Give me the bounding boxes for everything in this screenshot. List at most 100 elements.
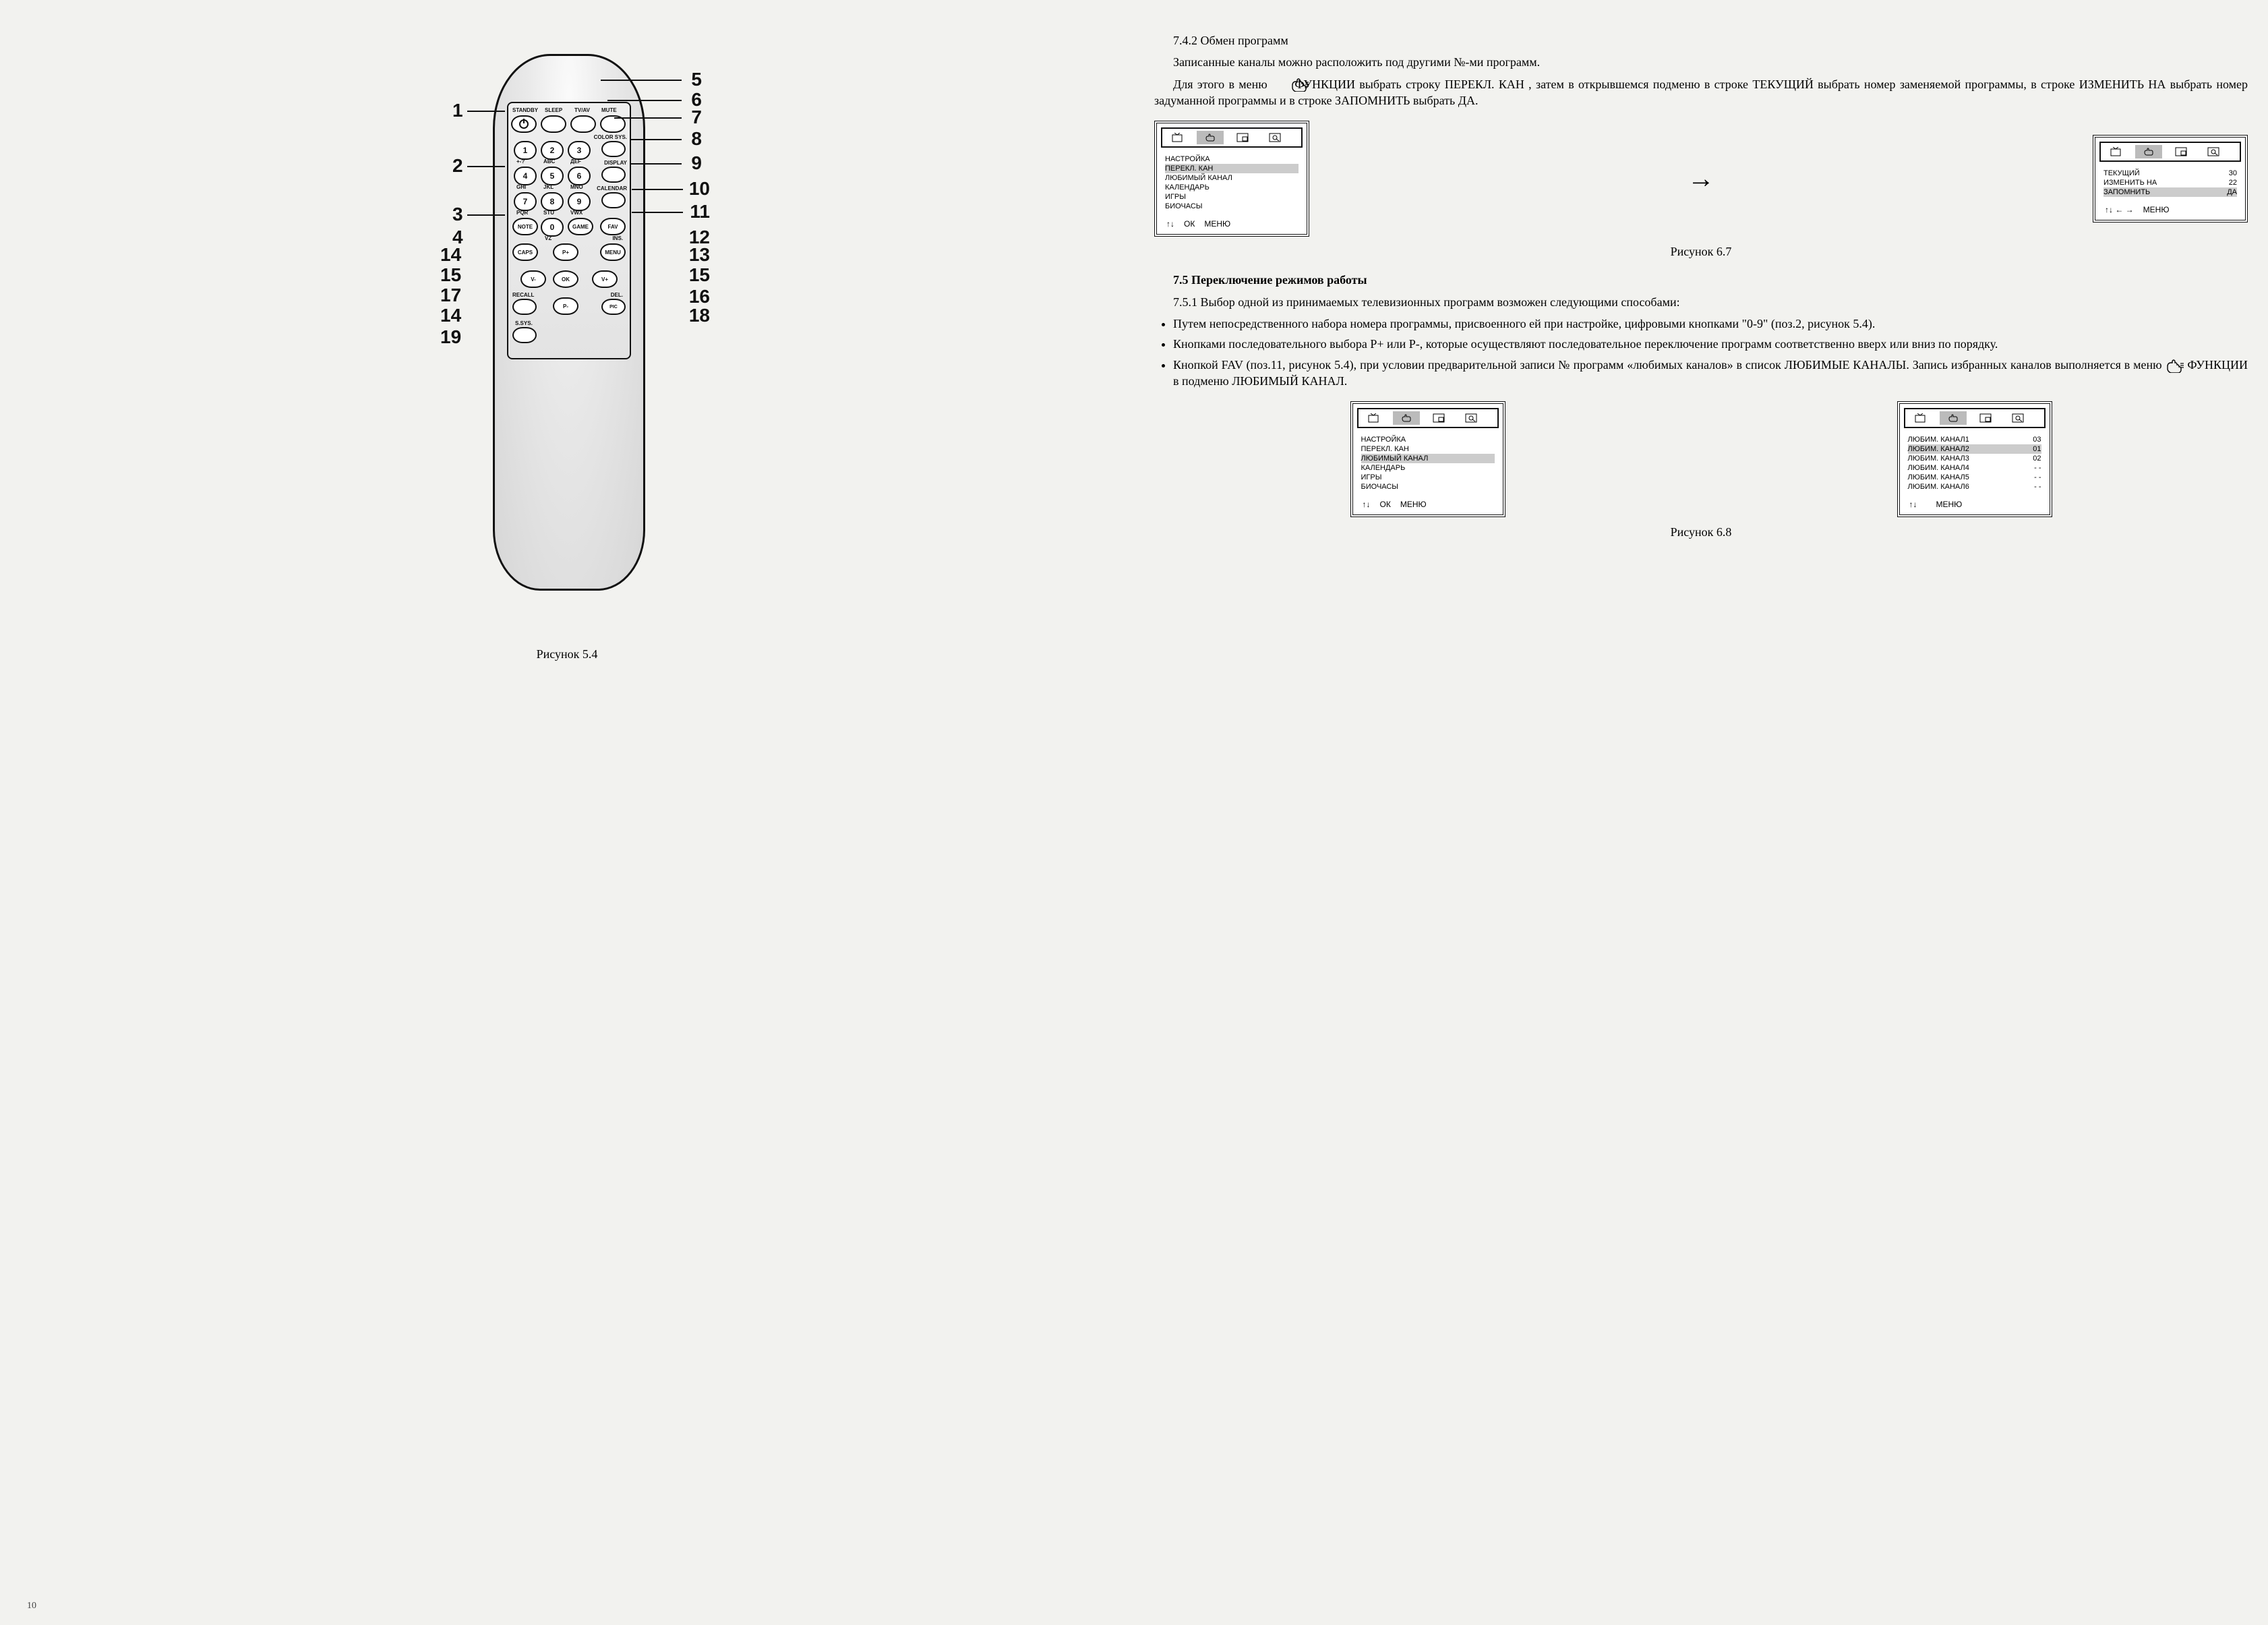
leader-line [632,189,683,190]
sub-5: JKL [543,184,554,190]
leader-line [467,111,505,112]
osd-row: НАСТРОЙКА [1361,435,1495,444]
figure-6-8-caption: Рисунок 6.8 [1154,524,2248,540]
hand-icon [2166,359,2184,373]
osd-row: ПЕРЕКЛ. КАН [1361,444,1495,454]
tab-tv-icon [1361,411,1387,425]
para-1: Записанные каналы можно расположить под … [1154,54,2248,70]
callout-13: 13 [689,244,710,266]
tab-search-icon [2200,145,2227,158]
osd-6-8-left: НАСТРОЙКАПЕРЕКЛ. КАНЛЮБИМЫЙ КАНАЛКАЛЕНДА… [1350,401,1505,517]
osd-row: ТЕКУЩИЙ30 [2103,169,2237,178]
callout-14b: 14 [440,305,461,326]
osd-foot-6-8-left: ↑↓ ОК МЕНЮ [1357,497,1499,510]
figure-5-4-caption: Рисунок 5.4 [20,647,1114,661]
tab-pip-icon [1425,411,1452,425]
label-calendar: CALENDAR [597,185,627,191]
leader-line [630,163,682,165]
digit-0: 0 [541,218,564,237]
arrow-right-icon: → [1688,160,1714,197]
leader-line [614,117,682,119]
foot-arrows: ↑↓ [1363,500,1371,509]
pic-button: PIC [601,299,626,315]
bullet-list: Путем непосредственного набора номера пр… [1173,316,2248,389]
caps-button: CAPS [512,243,538,261]
figure-6-7-caption: Рисунок 6.7 [1154,243,2248,260]
callout-10: 10 [689,178,710,200]
callout-9: 9 [691,152,702,174]
label-display: DISPLAY [604,160,627,166]
fav-button: FAV [600,218,626,235]
calendar-button [601,192,626,208]
callout-5: 5 [691,69,702,90]
callout-8: 8 [691,128,702,150]
remote-panel: STANDBY SLEEP TV/AV MUTE COLOR SYS. DISP… [507,102,631,359]
tab-pip-icon [1972,411,1999,425]
para-7-5-1: 7.5.1 Выбор одной из принимаемых телевиз… [1154,294,2248,310]
pminus-button: P- [553,297,578,315]
digit-3: 3 [568,141,591,160]
tab-tv-icon [2103,145,2130,158]
callout-15r: 15 [689,264,710,286]
foot-menu: МЕНЮ [1204,219,1230,229]
tab-hand-icon [2135,145,2162,158]
leader-line [630,139,682,140]
osd-row: ЗАПОМНИТЬДА [2103,187,2237,197]
remote-body: STANDBY SLEEP TV/AV MUTE COLOR SYS. DISP… [493,54,645,591]
callout-17: 17 [440,285,461,306]
power-icon [519,119,529,129]
sub-1: +-? [516,158,525,165]
sleep-button [541,115,566,133]
vplus-button: V+ [592,270,618,288]
digit-9: 9 [568,192,591,211]
callout-15l: 15 [440,264,461,286]
leader-line [467,214,505,216]
osd-row: ПЕРЕКЛ. КАН [1165,164,1299,173]
hand-icon [1272,78,1290,92]
tab-search-icon [1458,411,1485,425]
foot-menu: МЕНЮ [1400,500,1427,509]
sub-0: VZ [545,235,551,241]
digit-7: 7 [514,192,537,211]
callout-1: 1 [452,100,463,121]
osd-foot-6-8-right: ↑↓ МЕНЮ [1904,497,2046,510]
osd-6-8-right: ЛЮБИМ. КАНАЛ103ЛЮБИМ. КАНАЛ201ЛЮБИМ. КАН… [1897,401,2052,517]
osd-menu-6-8-right: ЛЮБИМ. КАНАЛ103ЛЮБИМ. КАНАЛ201ЛЮБИМ. КАН… [1904,432,2046,497]
sub-7: PQR [516,210,528,216]
foot-menu: МЕНЮ [1936,500,1963,509]
game-button: GAME [568,218,593,235]
callout-14a: 14 [440,244,461,266]
bullet-3: Кнопкой FAV (поз.11, рисунок 5.4), при у… [1173,357,2248,390]
digit-2: 2 [541,141,564,160]
sub-6: MNO [570,184,583,190]
vminus-button: V- [520,270,546,288]
figure-6-8: НАСТРОЙКАПЕРЕКЛ. КАНЛЮБИМЫЙ КАНАЛКАЛЕНДА… [1154,401,2248,517]
bullet-1: Путем непосредственного набора номера пр… [1173,316,2248,332]
remote-diagram: STANDBY SLEEP TV/AV MUTE COLOR SYS. DISP… [412,27,722,634]
display-button [601,167,626,183]
osd-row: ЛЮБИМЫЙ КАНАЛ [1361,454,1495,463]
foot-arrows: ↑↓ ← → [2105,205,2134,214]
right-page: 7.4.2 Обмен программ Записанные каналы м… [1154,27,2248,1605]
heading-7-5: 7.5 Переключение режимов работы [1154,272,2248,288]
tab-pip-icon [1229,131,1256,144]
label-ins: INS. [612,235,623,241]
tab-hand-icon [1393,411,1420,425]
osd-menu-6-7-left: НАСТРОЙКАПЕРЕКЛ. КАНЛЮБИМЫЙ КАНАЛКАЛЕНДА… [1161,152,1303,216]
recall-button [512,299,537,315]
osd-tabs [1904,408,2046,428]
para-2a: Для этого в меню [1173,78,1267,91]
osd-menu-6-8-left: НАСТРОЙКАПЕРЕКЛ. КАНЛЮБИМЫЙ КАНАЛКАЛЕНДА… [1357,432,1499,497]
heading-7-4-2: 7.4.2 Обмен программ [1154,32,2248,49]
leader-line [632,212,683,213]
pplus-button: P+ [553,243,578,261]
osd-tabs [1357,408,1499,428]
tab-search-icon [1261,131,1288,144]
digit-8: 8 [541,192,564,211]
osd-row: ЛЮБИМ. КАНАЛ6- - [1908,482,2041,492]
leader-line [467,166,505,167]
tab-search-icon [2004,411,2031,425]
figure-6-7: НАСТРОЙКАПЕРЕКЛ. КАНЛЮБИМЫЙ КАНАЛКАЛЕНДА… [1154,121,2248,237]
callout-3: 3 [452,204,463,225]
callout-19: 19 [440,326,461,348]
